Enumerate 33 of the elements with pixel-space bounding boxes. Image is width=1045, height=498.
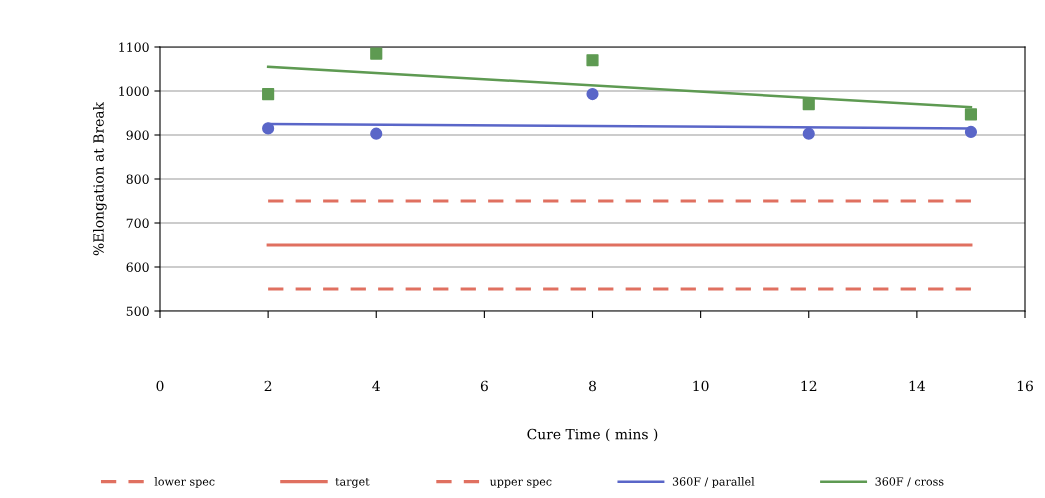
legend-label: target (335, 477, 370, 488)
point (370, 47, 383, 60)
x-tick-label: 4 (372, 380, 380, 391)
point (586, 54, 599, 67)
x-tick-label: 2 (264, 380, 272, 391)
y-tick-label: 1000 (119, 86, 149, 96)
x-tick-label: 14 (909, 380, 926, 391)
x-tick-label: 6 (480, 380, 488, 392)
point (262, 122, 275, 135)
y-tick-label: 1100 (119, 42, 149, 52)
point (802, 98, 815, 111)
y-tick-label: 800 (126, 174, 149, 184)
y-tick-label: 700 (126, 218, 149, 228)
x-tick-label: 12 (801, 380, 817, 391)
y-tick-label: 900 (126, 130, 149, 140)
legend-label: 360F / cross (875, 477, 944, 487)
x-tick-label: 0 (156, 380, 164, 392)
y-tick-label: 600 (126, 262, 149, 272)
x-axis-title: Cure Time ( mins ) (527, 428, 658, 442)
y-tick-label: 500 (126, 306, 149, 316)
point (586, 88, 599, 101)
legend-label: upper spec (489, 479, 552, 488)
point (370, 127, 383, 140)
point (802, 127, 815, 140)
y-axis-title: %Elongation at Break (93, 101, 107, 256)
point (964, 125, 978, 138)
x-tick-label: 10 (693, 380, 709, 392)
x-tick-label: 8 (589, 380, 596, 392)
point (262, 88, 275, 101)
legend-label: lower spec (154, 477, 215, 488)
legend-label: 360F / parallel (672, 477, 755, 488)
x-tick-label: 16 (1017, 380, 1033, 392)
point (964, 108, 978, 121)
